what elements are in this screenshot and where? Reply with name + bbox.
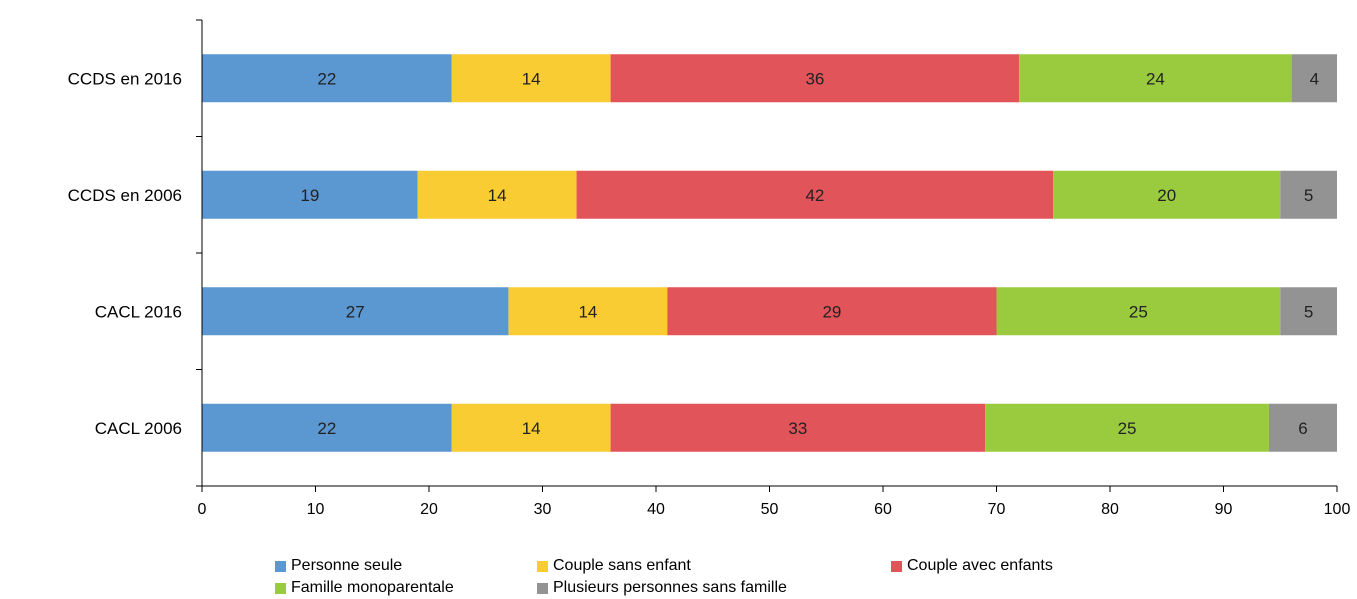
bar-ccds-en-2006-personne-seule (202, 170, 418, 219)
legend-label-couple-sans-enfant: Couple sans enfant (553, 557, 691, 574)
axes-layer: CCDS en 2016 CCDS en 2006 CACL 2016 CACL 20… (68, 19, 1351, 518)
x-tick-label-0: 0 (198, 501, 207, 518)
data-label-ccds-en-2006-plusieurs-personnes-sans-famille: 5 (1304, 186, 1313, 205)
legend-swatch-couple-sans-enfant (537, 560, 548, 572)
legend-label-plusieurs-personnes-sans-famille: Plusieurs personnes sans famille (553, 579, 787, 596)
bar-cacl-2006-couple-avec-enfants (610, 403, 986, 452)
data-label-cacl-2016-famille-monoparentale: 25 (1129, 302, 1148, 321)
data-label-ccds-en-2016-plusieurs-personnes-sans-famille: 4 (1310, 69, 1319, 88)
bar-cacl-2016-plusieurs-personnes-sans-famille (1280, 287, 1337, 336)
category-label-ccds-en-2006: CCDS en 2006 (68, 186, 182, 205)
data-label-cacl-2016-couple-sans-enfant: 14 (578, 302, 597, 321)
bar-ccds-en-2006-plusieurs-personnes-sans-famille (1280, 170, 1337, 219)
bar-cacl-2006-famille-monoparentale (985, 403, 1269, 452)
data-label-ccds-en-2016-couple-sans-enfant: 14 (522, 69, 541, 88)
legend-item-personne-seule: Personne seule (275, 556, 402, 576)
legend-item-famille-monoparentale: Famille monoparentale (275, 578, 454, 598)
bars-layer: 22 14 36 24 4 19 14 42 20 5 27 14 29 25 5 22 14 33 25 6 (202, 54, 1337, 452)
bar-ccds-en-2016-couple-sans-enfant (451, 54, 611, 103)
data-label-cacl-2006-personne-seule: 22 (317, 419, 336, 438)
legend-item-couple-avec-enfants: Couple avec enfants (891, 556, 1053, 576)
data-label-cacl-2016-personne-seule: 27 (346, 302, 365, 321)
bar-cacl-2016-famille-monoparentale (996, 287, 1281, 336)
bar-ccds-en-2016-personne-seule (202, 54, 452, 103)
data-label-ccds-en-2006-personne-seule: 19 (300, 186, 319, 205)
bar-ccds-en-2016-couple-avec-enfants (610, 54, 1020, 103)
data-label-ccds-en-2006-couple-sans-enfant: 14 (488, 186, 507, 205)
data-label-ccds-en-2016-famille-monoparentale: 24 (1146, 69, 1165, 88)
x-tick-label-80: 80 (1101, 501, 1119, 518)
legend-swatch-couple-avec-enfants (891, 560, 902, 572)
x-tick-label-60: 60 (874, 501, 892, 518)
bar-cacl-2016-personne-seule (202, 287, 509, 336)
legend-label-couple-avec-enfants: Couple avec enfants (907, 557, 1053, 574)
category-label-cacl-2016: CACL 2016 (95, 302, 182, 321)
data-label-ccds-en-2016-personne-seule: 22 (317, 69, 336, 88)
x-tick-label-40: 40 (647, 501, 665, 518)
x-tick-label-90: 90 (1215, 501, 1233, 518)
x-tick-label-100: 100 (1324, 501, 1351, 518)
bar-ccds-en-2006-couple-sans-enfant (417, 170, 577, 219)
bar-cacl-2006-couple-sans-enfant (451, 403, 611, 452)
data-label-cacl-2006-couple-sans-enfant: 14 (522, 419, 541, 438)
data-label-ccds-en-2006-famille-monoparentale: 20 (1157, 186, 1176, 205)
x-tick-label-20: 20 (420, 501, 438, 518)
data-label-cacl-2006-plusieurs-personnes-sans-famille: 6 (1298, 419, 1307, 438)
legend-swatch-famille-monoparentale (275, 582, 286, 594)
bar-cacl-2006-plusieurs-personnes-sans-famille (1268, 403, 1337, 452)
legend-swatch-plusieurs-personnes-sans-famille (537, 582, 548, 594)
data-label-ccds-en-2016-couple-avec-enfants: 36 (805, 69, 824, 88)
data-label-cacl-2006-couple-avec-enfants: 33 (788, 419, 807, 438)
legend-item-couple-sans-enfant: Couple sans enfant (537, 556, 691, 576)
bar-ccds-en-2006-couple-avec-enfants (576, 170, 1054, 219)
data-label-cacl-2006-famille-monoparentale: 25 (1118, 419, 1137, 438)
data-label-ccds-en-2006-couple-avec-enfants: 42 (805, 186, 824, 205)
data-label-cacl-2016-couple-avec-enfants: 29 (822, 302, 841, 321)
bar-ccds-en-2016-plusieurs-personnes-sans-famille (1291, 54, 1337, 103)
category-label-cacl-2006: CACL 2006 (95, 419, 182, 438)
data-label-cacl-2016-plusieurs-personnes-sans-famille: 5 (1304, 302, 1313, 321)
legend-swatch-personne-seule (275, 560, 286, 572)
legend-label-personne-seule: Personne seule (291, 557, 403, 574)
x-tick-label-70: 70 (988, 501, 1006, 518)
legend-item-plusieurs-personnes-sans-famille: Plusieurs personnes sans famille (537, 578, 787, 598)
bar-ccds-en-2016-famille-monoparentale (1019, 54, 1292, 103)
legend-label-famille-monoparentale: Famille monoparentale (291, 579, 454, 596)
bar-cacl-2016-couple-avec-enfants (667, 287, 997, 336)
x-tick-label-30: 30 (534, 501, 552, 518)
bar-cacl-2016-couple-sans-enfant (508, 287, 668, 336)
x-tick-label-10: 10 (307, 501, 325, 518)
category-label-ccds-en-2016: CCDS en 2016 (68, 69, 182, 88)
x-tick-label-50: 50 (761, 501, 779, 518)
bar-cacl-2006-personne-seule (202, 403, 452, 452)
bar-ccds-en-2006-famille-monoparentale (1053, 170, 1281, 219)
